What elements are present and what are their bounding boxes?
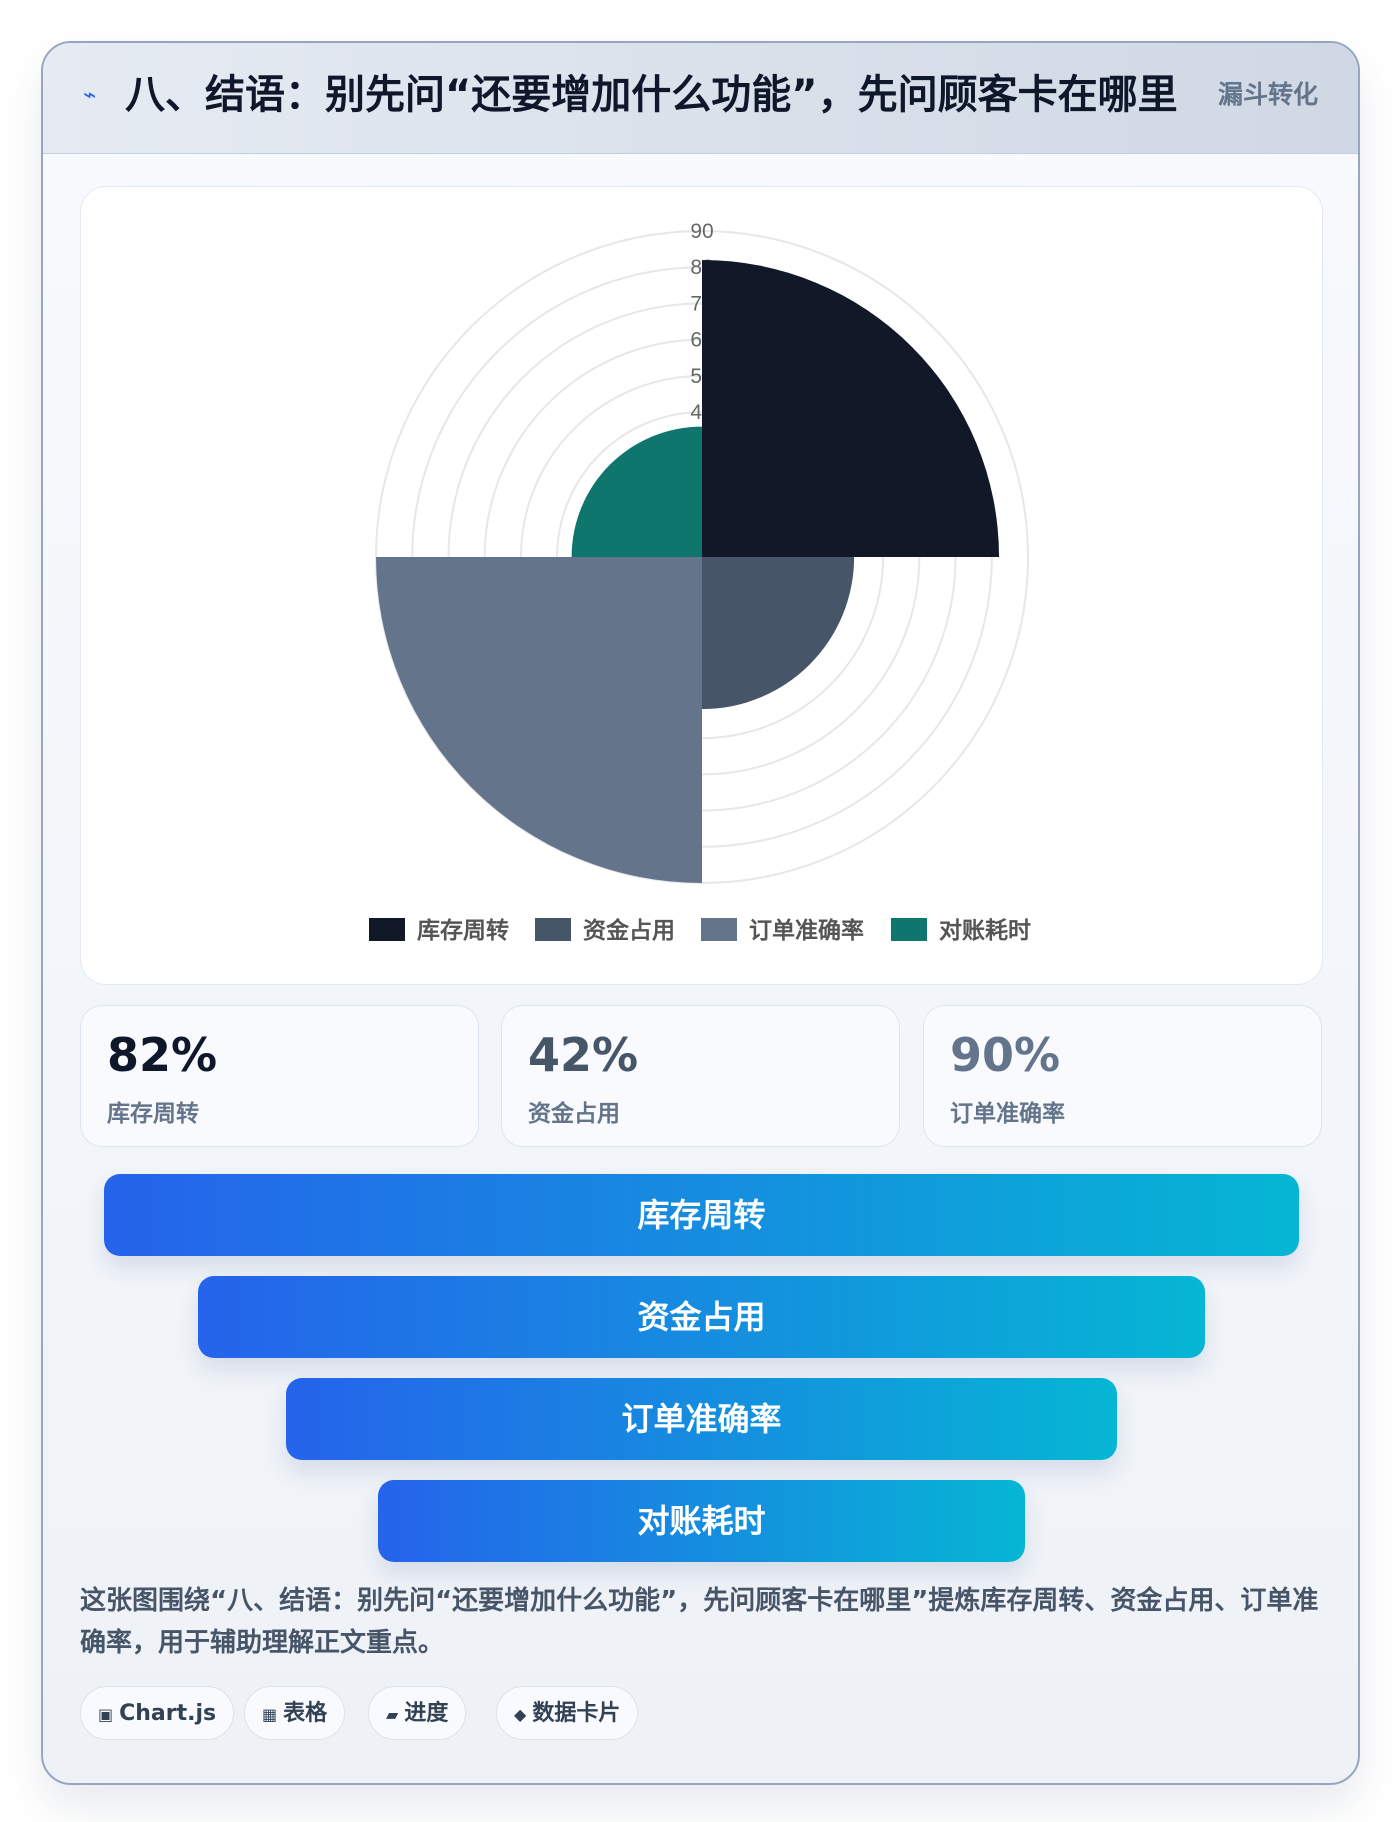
polar-area-chart: 405060708090库存周转资金占用订单准确率对账耗时	[369, 220, 1031, 944]
description: 这张图围绕“八、结语：别先问“还要增加什么功能”，先问顾客卡在哪里”提炼库存周转…	[80, 1586, 1319, 1658]
tag-chartjs[interactable]: ▣ Chart.js	[80, 1686, 235, 1740]
tag-label: 进度	[404, 1701, 449, 1726]
chart-panel: 405060708090库存周转资金占用订单准确率对账耗时	[80, 186, 1323, 985]
stat-label: 资金占用	[528, 1101, 620, 1127]
legend-label: 对账耗时	[939, 918, 1031, 944]
legend-label: 订单准确率	[749, 917, 864, 944]
stat-card: 90% 订单准确率	[923, 1005, 1322, 1147]
progress-icon: ▰	[386, 1705, 399, 1724]
chip-icon: ▣	[98, 1705, 114, 1724]
card-header: ⌁ 八、结语：别先问“还要增加什么功能”，先问顾客卡在哪里 漏斗转化	[43, 43, 1358, 154]
r-tick-label: 90	[690, 220, 713, 243]
legend-swatch	[369, 918, 405, 941]
stat-label: 订单准确率	[950, 1101, 1065, 1127]
header-badge: 漏斗转化	[1217, 80, 1318, 109]
legend-swatch	[891, 918, 927, 941]
legend-label: 资金占用	[583, 917, 675, 944]
polar-sector	[702, 259, 1000, 557]
funnel-step: 库存周转	[104, 1174, 1299, 1256]
polar-sector	[376, 557, 702, 883]
stat-value: 90%	[950, 1028, 1061, 1082]
stat-card: 82% 库存周转	[80, 1005, 479, 1147]
legend-swatch	[701, 918, 737, 941]
stat-value: 82%	[107, 1028, 218, 1082]
funnel-step: 订单准确率	[286, 1378, 1117, 1460]
diamond-icon: ◆	[514, 1705, 527, 1724]
table-icon: ▦	[262, 1705, 278, 1724]
stats-row: 82% 库存周转 42% 资金占用 90% 订单准确率	[80, 1005, 1323, 1147]
polar-sector	[702, 557, 855, 710]
page-title: 八、结语：别先问“还要增加什么功能”，先问顾客卡在哪里	[125, 72, 1178, 118]
stat-value: 42%	[528, 1028, 639, 1082]
stat-card: 42% 资金占用	[501, 1005, 900, 1147]
tag-label: Chart.js	[119, 1701, 217, 1726]
funnel-step: 对账耗时	[378, 1480, 1025, 1562]
legend-swatch	[535, 918, 571, 941]
tag-table[interactable]: ▦ 表格	[244, 1686, 346, 1740]
tag-label: 数据卡片	[532, 1701, 621, 1726]
tag-label: 表格	[283, 1701, 328, 1726]
legend-label: 库存周转	[417, 917, 509, 944]
funnel-step: 资金占用	[198, 1276, 1205, 1358]
stat-label: 库存周转	[107, 1101, 199, 1127]
tag-progress[interactable]: ▰ 进度	[368, 1686, 467, 1740]
tag-datacard[interactable]: ◆ 数据卡片	[496, 1686, 639, 1740]
polar-sector	[571, 426, 702, 557]
main-card: ⌁ 八、结语：别先问“还要增加什么功能”，先问顾客卡在哪里 漏斗转化 40506…	[41, 41, 1360, 1785]
lightning-icon: ⌁	[83, 83, 97, 108]
